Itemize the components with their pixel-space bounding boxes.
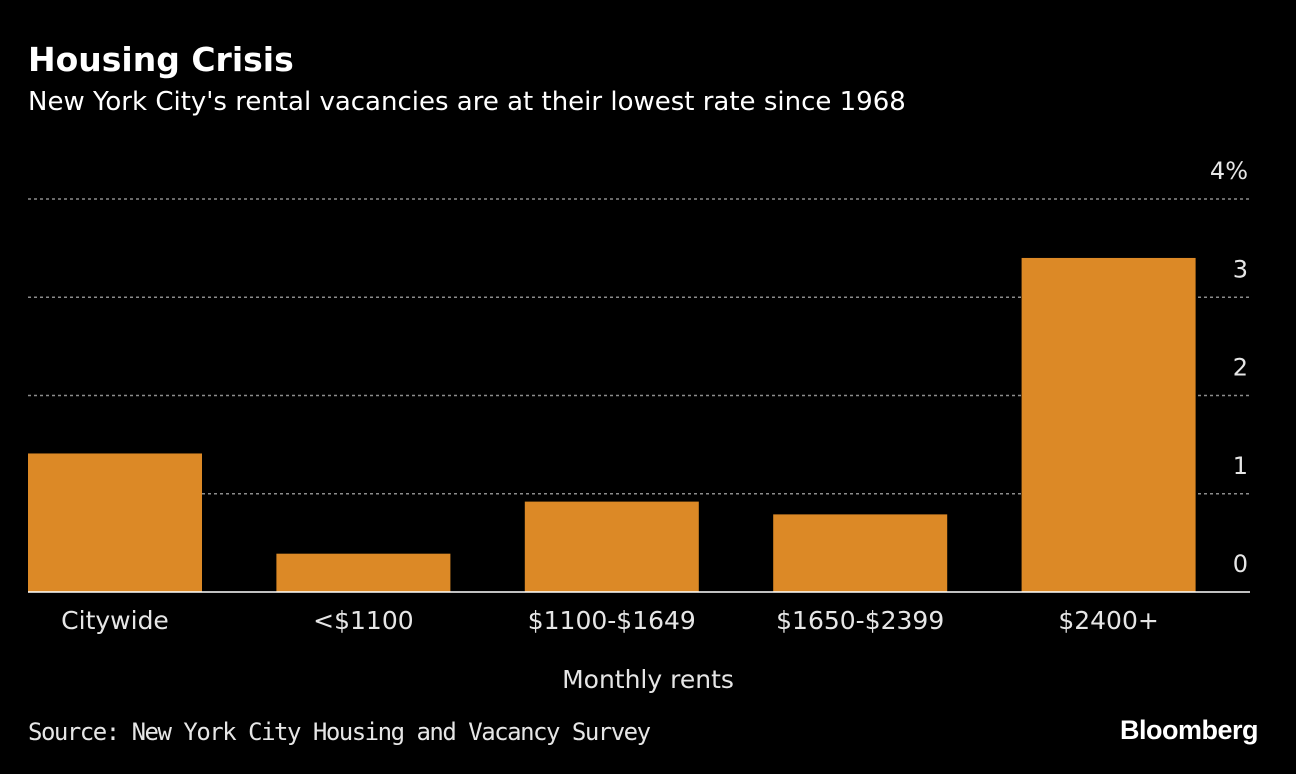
category-label: Citywide: [61, 606, 169, 635]
y-tick-label: 4%: [1210, 157, 1248, 185]
bar: [28, 453, 202, 592]
y-tick-label: 2: [1233, 354, 1248, 382]
y-tick-label: 0: [1233, 550, 1248, 578]
bar: [773, 514, 948, 592]
chart-subtitle: New York City's rental vacancies are at …: [28, 87, 906, 117]
bar: [276, 553, 451, 592]
x-axis-title: Monthly rents: [562, 665, 734, 694]
y-tick-label: 1: [1233, 452, 1248, 480]
bar: [524, 501, 699, 592]
y-tick-labels: 0 1 2 3 4%: [1210, 157, 1248, 578]
category-label: $1650-$2399: [776, 606, 944, 635]
category-label: <$1100: [313, 606, 413, 635]
bars: [28, 257, 1196, 592]
y-tick-label: 3: [1233, 255, 1248, 283]
chart-title: Housing Crisis: [28, 40, 294, 79]
category-labels: Citywide <$1100 $1100-$1649 $1650-$2399 $240…: [61, 606, 1159, 635]
category-label: $1100-$1649: [528, 606, 696, 635]
category-label: $2400+: [1058, 606, 1158, 635]
source-note: Source: New York City Housing and Vacanc…: [28, 718, 651, 746]
bar: [1021, 257, 1196, 592]
bloomberg-logo: Bloomberg: [1119, 715, 1259, 745]
